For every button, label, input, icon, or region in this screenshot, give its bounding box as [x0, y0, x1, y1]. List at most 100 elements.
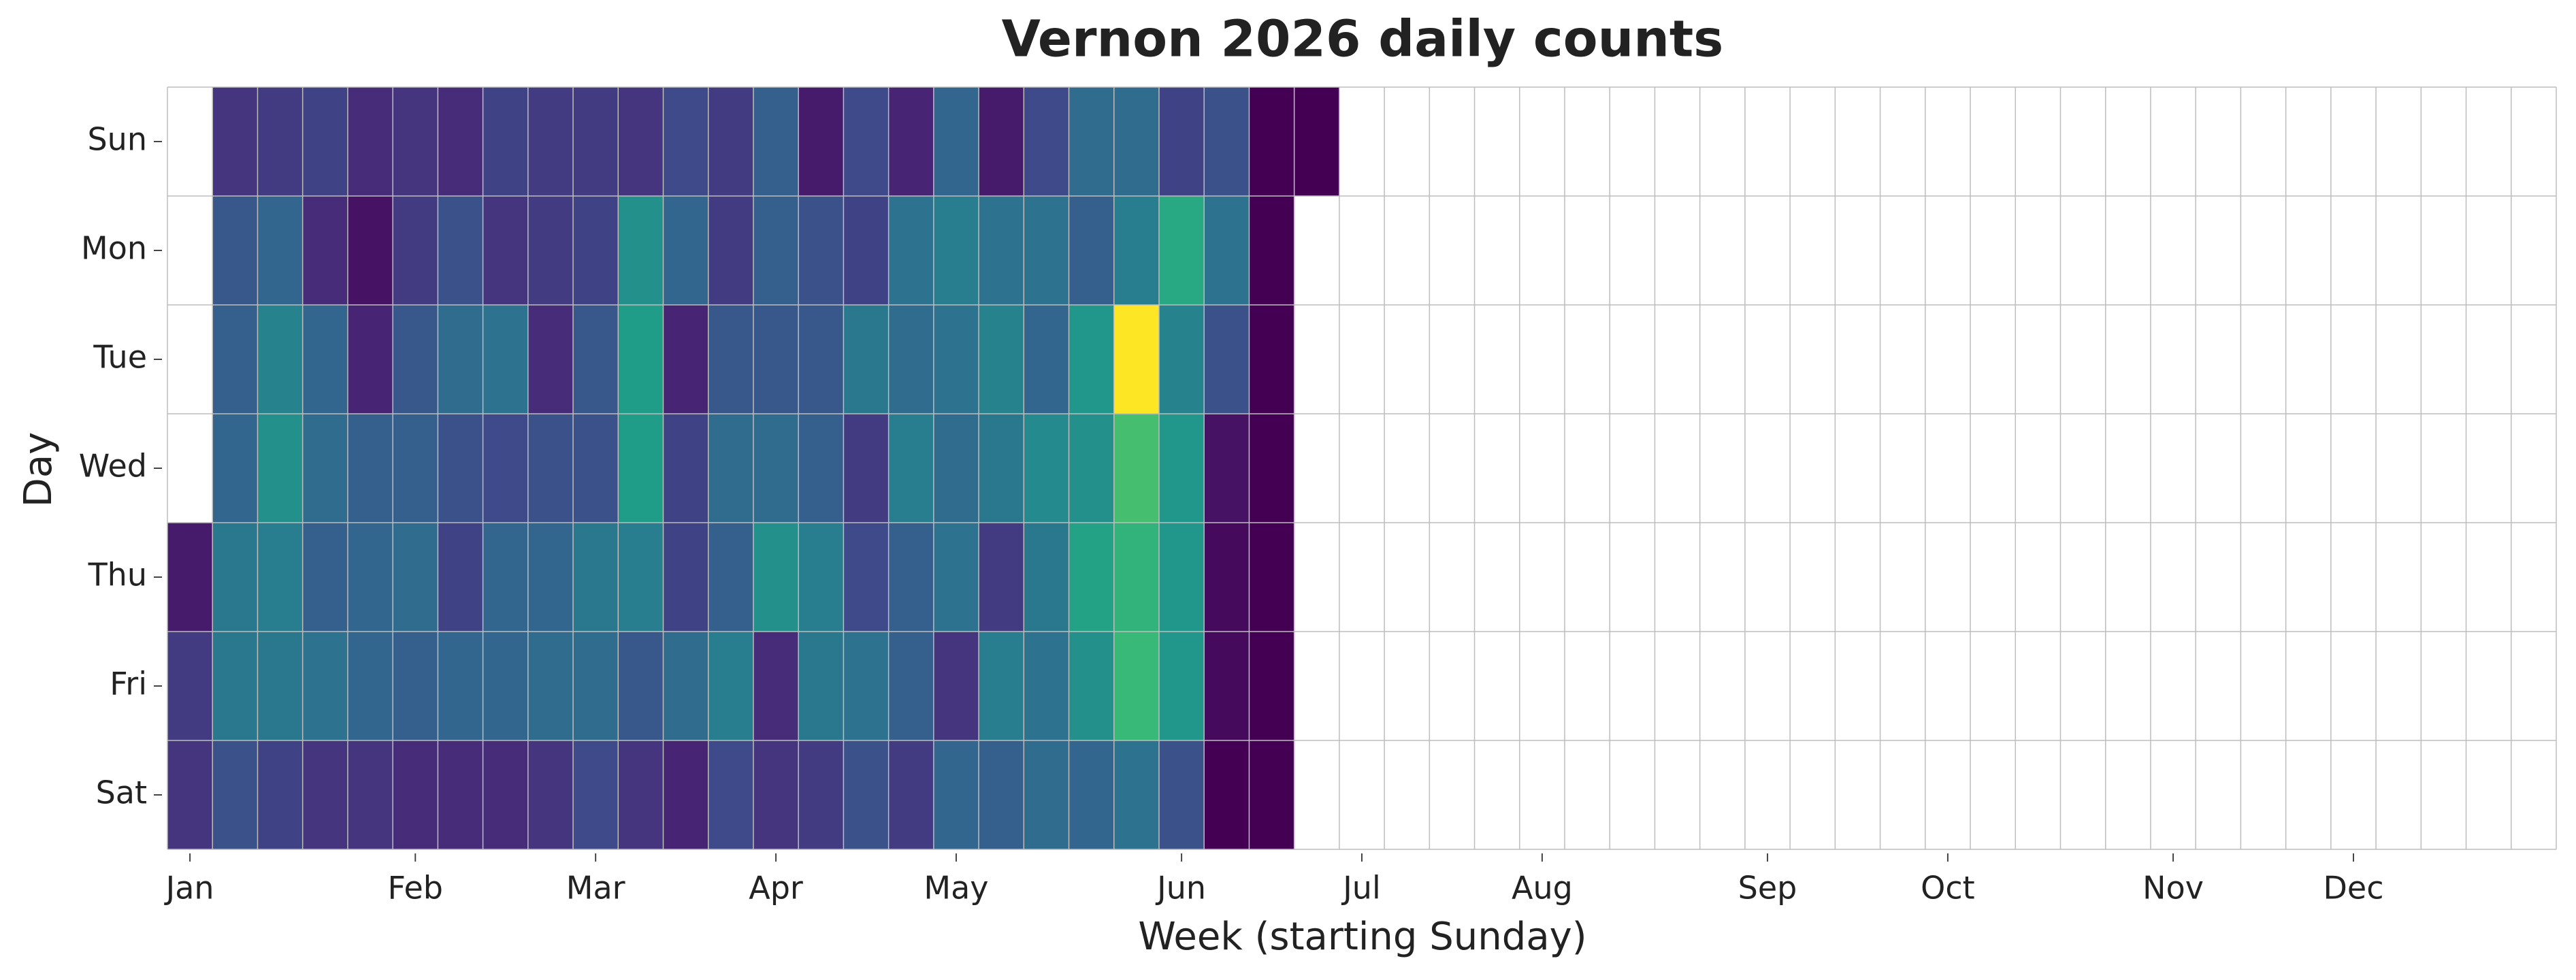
heat-cell — [167, 632, 213, 741]
heat-cell — [933, 87, 979, 197]
heat-cell — [753, 305, 799, 414]
heat-cell — [1024, 305, 1070, 414]
heat-cell — [1113, 740, 1160, 850]
heat-cell — [979, 523, 1024, 632]
heat-cell — [302, 87, 348, 197]
heat-cell — [798, 740, 844, 850]
heat-cell — [1249, 87, 1295, 197]
heat-cell — [1249, 414, 1295, 523]
heat-cell — [798, 632, 844, 741]
heat-cell — [798, 196, 844, 306]
heat-cell — [1204, 87, 1250, 197]
heat-cell — [302, 632, 348, 741]
x-tick-label: Jul — [1341, 870, 1381, 906]
heat-cell — [663, 196, 709, 306]
heat-cell — [393, 196, 438, 306]
x-tick-label: Dec — [2323, 870, 2383, 906]
heat-cell — [302, 523, 348, 632]
heat-cell — [708, 740, 754, 850]
heat-cell — [1249, 632, 1295, 741]
heat-cell — [618, 523, 664, 632]
y-tick-label: Sat — [96, 774, 147, 811]
heat-cell — [798, 87, 844, 197]
heat-cell — [483, 632, 529, 741]
heat-cell — [212, 523, 258, 632]
heat-cell — [933, 196, 979, 306]
y-tick-label: Tue — [93, 339, 147, 376]
heat-cell — [843, 740, 890, 850]
heat-cell — [1069, 87, 1115, 197]
heat-cell — [798, 414, 844, 523]
heat-cell — [979, 305, 1024, 414]
heat-cell — [212, 632, 258, 741]
heat-cell — [753, 196, 799, 306]
y-axis-label: Day — [16, 432, 61, 508]
heat-cell — [843, 196, 890, 306]
heat-cell — [302, 414, 348, 523]
heat-cell — [393, 414, 438, 523]
heat-cell — [1113, 523, 1160, 632]
heat-cell — [483, 196, 529, 306]
heat-cell — [347, 632, 393, 741]
heat-cell — [888, 523, 934, 632]
heat-cell — [257, 414, 304, 523]
heat-cell — [979, 632, 1024, 741]
heat-cell — [302, 305, 348, 414]
heat-cell — [393, 87, 438, 197]
heat-cell — [483, 740, 529, 850]
heat-cell — [1249, 305, 1295, 414]
heat-cell — [393, 632, 438, 741]
heat-cell — [257, 523, 304, 632]
heat-cell — [933, 414, 979, 523]
heat-cell — [257, 632, 304, 741]
x-tick-label: Sep — [1738, 870, 1797, 906]
heat-cell — [1113, 87, 1160, 197]
heat-cell — [438, 740, 484, 850]
heat-cell — [438, 196, 484, 306]
heat-cell — [1158, 740, 1205, 850]
heat-cell — [212, 87, 258, 197]
heat-cell — [933, 740, 979, 850]
heat-cell — [888, 632, 934, 741]
heat-cell — [1024, 196, 1070, 306]
heat-cell — [347, 523, 393, 632]
heat-cell — [438, 632, 484, 741]
heat-cell — [212, 196, 258, 306]
heat-cell — [167, 523, 213, 632]
heat-cell — [1024, 414, 1070, 523]
heat-cell — [708, 196, 754, 306]
heat-cell — [979, 740, 1024, 850]
heat-cell — [888, 305, 934, 414]
heat-cell — [527, 523, 574, 632]
heat-cell — [257, 87, 304, 197]
heat-cell — [573, 196, 619, 306]
heat-cell — [843, 523, 890, 632]
heat-cell — [979, 87, 1024, 197]
heat-cell — [753, 740, 799, 850]
x-tick-label: Oct — [1921, 870, 1975, 906]
heat-cell — [618, 87, 664, 197]
heat-cell — [1069, 740, 1115, 850]
heat-cell — [888, 414, 934, 523]
heat-cell — [393, 523, 438, 632]
heat-cell — [257, 305, 304, 414]
heat-cell — [212, 740, 258, 850]
heat-cell — [708, 305, 754, 414]
y-tick-label: Wed — [79, 448, 147, 485]
heat-cell — [483, 523, 529, 632]
heat-cell — [527, 740, 574, 850]
heat-cell — [618, 305, 664, 414]
x-tick-label: Nov — [2142, 870, 2204, 906]
heat-cell — [302, 196, 348, 306]
heat-cell — [347, 414, 393, 523]
heat-cell — [347, 305, 393, 414]
heat-cell — [979, 196, 1024, 306]
y-tick-label: Sun — [87, 121, 147, 158]
heat-cell — [257, 740, 304, 850]
heat-cell — [573, 523, 619, 632]
heat-cell — [527, 632, 574, 741]
heat-cell — [1158, 414, 1205, 523]
heat-cell — [1069, 414, 1115, 523]
heat-cell — [483, 305, 529, 414]
